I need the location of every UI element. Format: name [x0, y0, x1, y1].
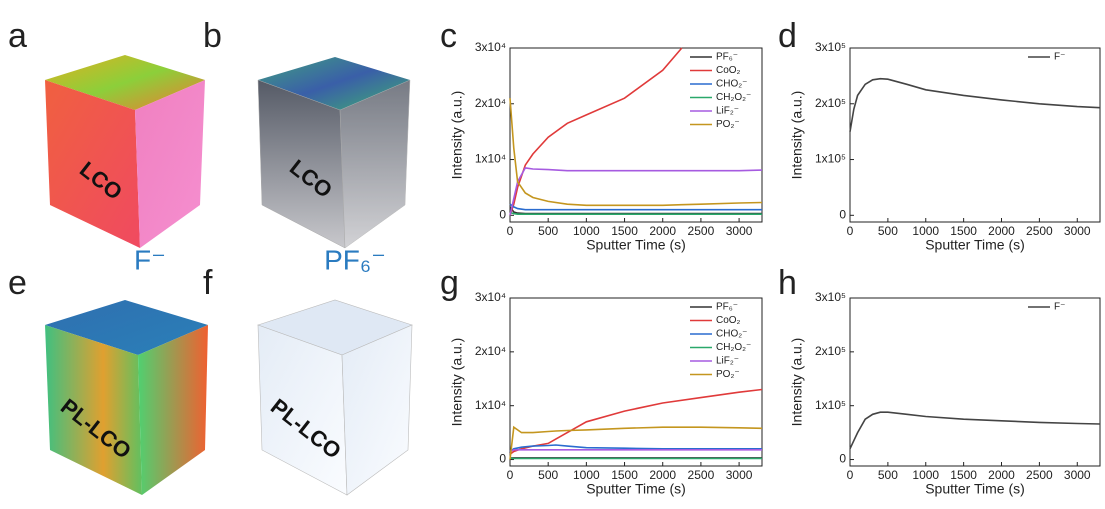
x-tick-label: 0: [507, 224, 514, 238]
ion-label: PF₆⁻: [324, 244, 386, 275]
series-line: [850, 412, 1100, 449]
legend-label: CH₂O₂⁻: [716, 92, 751, 103]
x-tick-label: 2500: [1026, 468, 1053, 482]
legend-label: CHO₂⁻: [716, 329, 747, 340]
panel-label: b: [203, 17, 222, 55]
panel-label: g: [440, 264, 459, 302]
panel-label: a: [8, 17, 27, 55]
y-tick-label: 0: [839, 452, 846, 466]
y-tick-label: 2x10⁵: [815, 344, 846, 358]
x-tick-label: 500: [538, 224, 558, 238]
x-tick-label: 500: [878, 224, 898, 238]
x-tick-label: 0: [847, 224, 854, 238]
x-tick-label: 2500: [1026, 224, 1053, 238]
plot-frame: [850, 48, 1100, 222]
x-tick-label: 3000: [726, 224, 753, 238]
cube-a: [45, 55, 205, 248]
legend-label: PF₆⁻: [716, 302, 738, 313]
x-axis-label: Sputter Time (s): [586, 237, 686, 253]
panel-label: h: [778, 264, 797, 302]
legend-label: LiF₂⁻: [716, 106, 739, 117]
panel-label: c: [440, 17, 457, 55]
legend-label: LiF₂⁻: [716, 356, 739, 367]
x-tick-label: 3000: [726, 468, 753, 482]
x-tick-label: 2500: [688, 224, 715, 238]
series-line: [850, 79, 1100, 132]
y-tick-label: 1x10⁴: [475, 152, 506, 166]
x-tick-label: 2500: [688, 468, 715, 482]
x-axis-label: Sputter Time (s): [925, 481, 1025, 497]
ion-label: F⁻: [134, 244, 166, 275]
y-tick-label: 3x10⁴: [475, 40, 506, 54]
y-tick-label: 0: [499, 207, 506, 221]
page: a b c d e f g h LCO LCO F⁻ PF₆⁻ PL-LCO P…: [0, 0, 1105, 509]
panel-label: e: [8, 264, 27, 302]
y-tick-label: 1x10⁵: [815, 398, 846, 412]
legend-label: PO₂⁻: [716, 119, 740, 130]
x-axis-label: Sputter Time (s): [925, 237, 1025, 253]
legend-label: PO₂⁻: [716, 369, 740, 380]
legend-label: CHO₂⁻: [716, 79, 747, 90]
y-tick-label: 1x10⁴: [475, 398, 506, 412]
y-axis-label: Intensity (a.u.): [789, 338, 805, 427]
y-tick-label: 0: [499, 452, 506, 466]
x-tick-label: 3000: [1064, 224, 1091, 238]
legend-label: F⁻: [1054, 52, 1065, 63]
y-tick-label: 3x10⁵: [815, 290, 846, 304]
y-axis-label: Intensity (a.u.): [449, 91, 465, 180]
legend-label: CoO₂: [716, 65, 741, 76]
plot-frame: [850, 298, 1100, 466]
x-tick-label: 3000: [1064, 468, 1091, 482]
y-tick-label: 2x10⁴: [475, 96, 506, 110]
y-tick-label: 0: [839, 207, 846, 221]
legend-label: CoO₂: [716, 315, 741, 326]
y-tick-label: 2x10⁴: [475, 344, 506, 358]
y-tick-label: 3x10⁵: [815, 40, 846, 54]
x-tick-label: 500: [538, 468, 558, 482]
y-tick-label: 1x10⁵: [815, 152, 846, 166]
y-axis-label: Intensity (a.u.): [789, 91, 805, 180]
figure: a b c d e f g h LCO LCO F⁻ PF₆⁻ PL-LCO P…: [0, 0, 1105, 504]
x-tick-label: 0: [507, 468, 514, 482]
y-tick-label: 2x10⁵: [815, 96, 846, 110]
series-line: [510, 168, 762, 215]
series-line: [510, 390, 762, 455]
panel-label: f: [203, 264, 213, 302]
legend-label: PF₆⁻: [716, 52, 738, 63]
series-line: [510, 458, 762, 459]
y-tick-label: 3x10⁴: [475, 290, 506, 304]
series-line: [510, 48, 682, 215]
x-tick-label: 500: [878, 468, 898, 482]
legend-label: CH₂O₂⁻: [716, 342, 751, 353]
panel-label: d: [778, 17, 797, 55]
x-axis-label: Sputter Time (s): [586, 481, 686, 497]
series-line: [510, 450, 762, 452]
y-axis-label: Intensity (a.u.): [449, 338, 465, 427]
cube-b: [258, 57, 410, 248]
x-tick-label: 0: [847, 468, 854, 482]
legend-label: F⁻: [1054, 302, 1065, 313]
